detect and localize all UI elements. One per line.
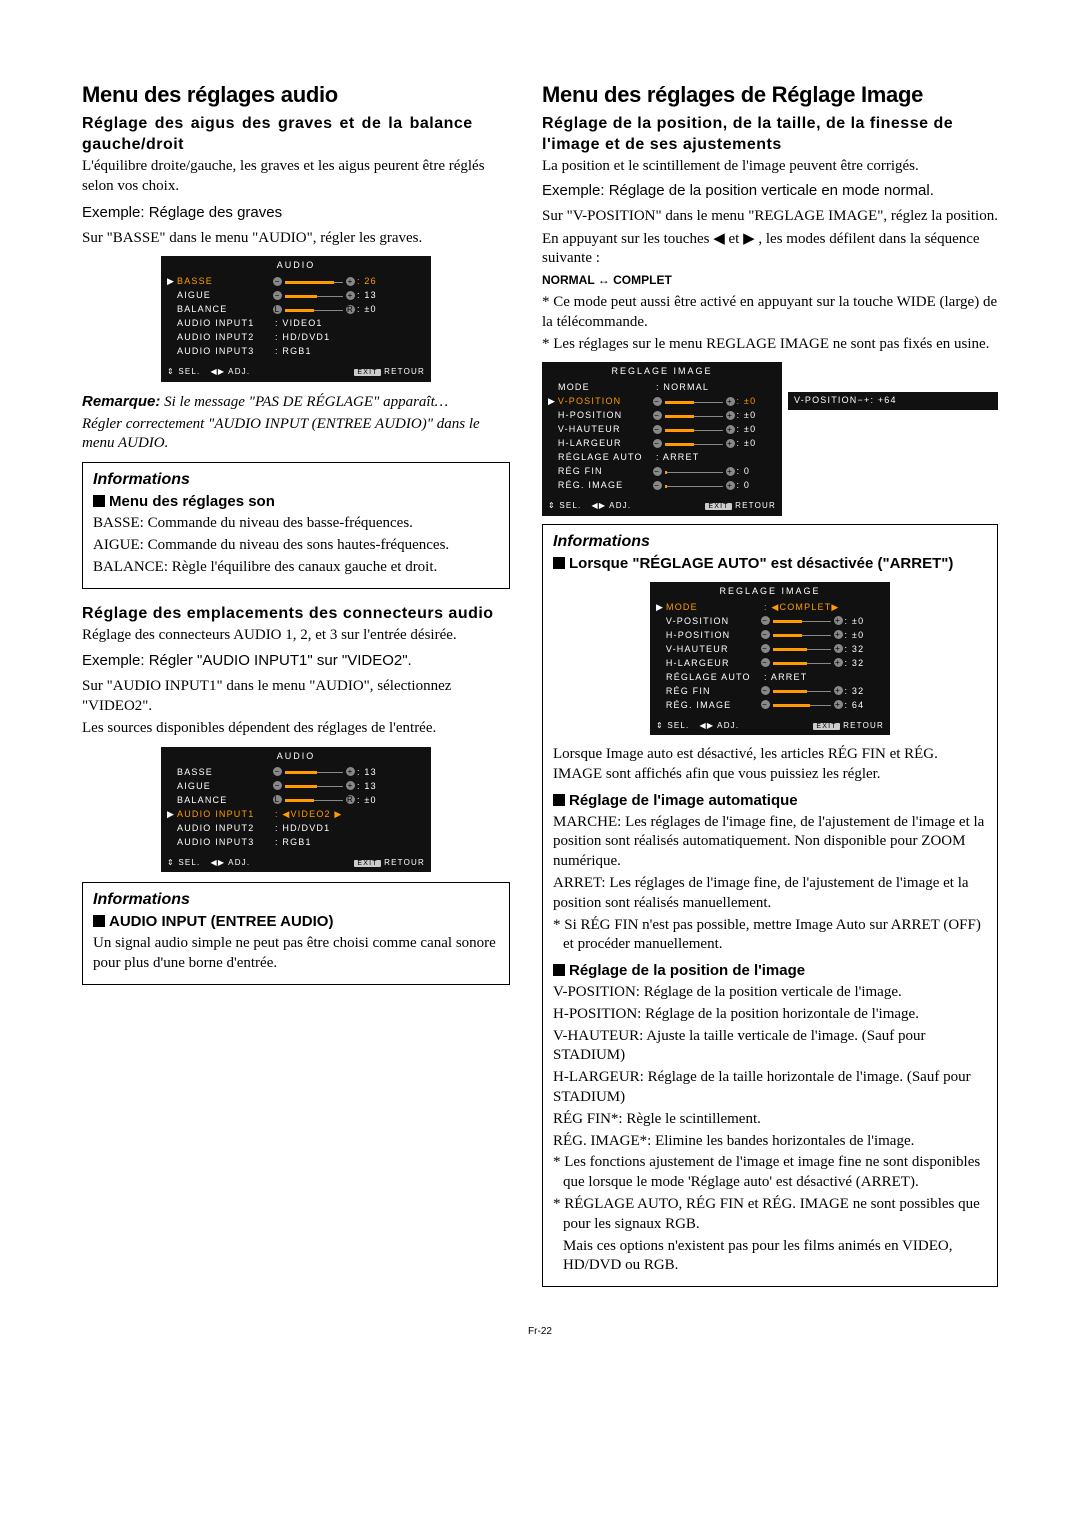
star3: * Si RÉG FIN n'est pas possible, mettre … (553, 916, 987, 956)
left-h2a: Réglage des aigus des graves et de la ba… (82, 113, 510, 155)
info1-p3: BALANCE: Règle l'équilibre des canaux ga… (93, 558, 499, 578)
square-icon (553, 794, 565, 806)
info3-title: Informations (553, 531, 987, 552)
info2-p: Un signal audio simple ne peut pas être … (93, 934, 499, 974)
remark2: Régler correctement "AUDIO INPUT (ENTREE… (82, 415, 510, 455)
star5: * RÉGLAGE AUTO, RÉG FIN et RÉG. IMAGE ne… (553, 1195, 987, 1235)
star5b: Mais ces options n'existent pas pour les… (553, 1237, 987, 1277)
right-p3: En appuyant sur les touches ◀ et ▶ , les… (542, 229, 998, 270)
right-column: Menu des réglages de Réglage Image Régla… (542, 80, 998, 1301)
info-box-2: Informations AUDIO INPUT (ENTREE AUDIO) … (82, 882, 510, 985)
osd-audio-2: AUDIOBASSE−+: 13AIGUE−+: 13BALANCELR: ±0… (161, 747, 431, 872)
p-rf: RÉG FIN*: Règle le scintillement. (553, 1110, 987, 1130)
info1-sub: Menu des réglages son (93, 492, 499, 512)
info3-sub: Lorsque "RÉGLAGE AUTO" est désactivée ("… (553, 554, 987, 574)
sub-pos: Réglage de la position de l'image (553, 961, 987, 981)
left-p2: Sur "BASSE" dans le menu "AUDIO", régler… (82, 229, 510, 249)
info2-sub: AUDIO INPUT (ENTREE AUDIO) (93, 912, 499, 932)
right-p2: Sur "V-POSITION" dans le menu "REGLAGE I… (542, 207, 998, 227)
left-ex2: Exemple: Régler "AUDIO INPUT1" sur "VIDE… (82, 651, 510, 671)
osd-image-1: REGLAGE IMAGEMODE: NORMAL▶V-POSITION−+: … (542, 362, 782, 515)
left-p1: L'équilibre droite/gauche, les graves et… (82, 157, 510, 197)
right-star2: * Les réglages sur le menu REGLAGE IMAGE… (542, 335, 998, 355)
square-icon (93, 915, 105, 927)
info-box-3: Informations Lorsque "RÉGLAGE AUTO" est … (542, 524, 998, 1287)
info1-title: Informations (93, 469, 499, 490)
remark-label: Remarque: (82, 393, 160, 410)
left-column: Menu des réglages audio Réglage des aigu… (82, 80, 510, 1301)
info1-p1: BASSE: Commande du niveau des basse-fréq… (93, 514, 499, 534)
square-icon (553, 557, 565, 569)
p-afterosd: Lorsque Image auto est désactivé, les ar… (553, 745, 987, 785)
right-star1: * Ce mode peut aussi être activé en appu… (542, 293, 998, 333)
remark1-text: Si le message "PAS DE RÉGLAGE" apparaît… (164, 394, 448, 410)
osd-image-2: REGLAGE IMAGE▶MODE: ◀COMPLET▶V-POSITION−… (650, 582, 890, 735)
square-icon (553, 964, 565, 976)
right-ex1: Exemple: Réglage de la position vertical… (542, 181, 998, 201)
sub-auto: Réglage de l'image automatique (553, 791, 987, 811)
osd-image-pair: REGLAGE IMAGEMODE: NORMAL▶V-POSITION−+: … (542, 362, 998, 515)
page-footer: Fr-22 (82, 1325, 998, 1338)
left-p4: Sur "AUDIO INPUT1" dans le menu "AUDIO",… (82, 677, 510, 717)
info1-p2: AIGUE: Commande du niveau des sons haute… (93, 536, 499, 556)
p-ri: RÉG. IMAGE*: Elimine les bandes horizont… (553, 1132, 987, 1152)
right-h1: Menu des réglages de Réglage Image (542, 80, 998, 109)
p-marche: MARCHE: Les réglages de l'image fine, de… (553, 813, 987, 872)
left-ex1: Exemple: Réglage des graves (82, 203, 510, 223)
osd-audio-1: AUDIO▶BASSE−+: 26AIGUE−+: 13BALANCELR: ±… (161, 256, 431, 381)
left-h2b: Réglage des emplacements des connecteurs… (82, 603, 510, 624)
p-vh: V-HAUTEUR: Ajuste la taille verticale de… (553, 1027, 987, 1067)
square-icon (93, 495, 105, 507)
p-hpos: H-POSITION: Réglage de la position horiz… (553, 1005, 987, 1025)
left-h1: Menu des réglages audio (82, 80, 510, 109)
right-p1: La position et le scintillement de l'ima… (542, 157, 998, 177)
modeline: NORMAL ↔ COMPLET (542, 273, 998, 289)
right-arrow-icon: ▶ (743, 230, 755, 247)
left-remark: Remarque: Si le message "PAS DE RÉGLAGE"… (82, 392, 510, 413)
info-box-1: Informations Menu des réglages son BASSE… (82, 462, 510, 588)
star4: * Les fonctions ajustement de l'image et… (553, 1153, 987, 1193)
left-p3: Réglage des connecteurs AUDIO 1, 2, et 3… (82, 626, 510, 646)
left-arrow-icon: ◀ (713, 230, 725, 247)
osd-image-mini: V-POSITION−+: +64 (788, 392, 998, 410)
right-h2a: Réglage de la position, de la taille, de… (542, 113, 998, 155)
p-hl: H-LARGEUR: Réglage de la taille horizont… (553, 1068, 987, 1108)
p-arret: ARRET: Les réglages de l'image fine, de … (553, 874, 987, 914)
left-p5: Les sources disponibles dépendent des ré… (82, 719, 510, 739)
info2-title: Informations (93, 889, 499, 910)
p-vpos: V-POSITION: Réglage de la position verti… (553, 983, 987, 1003)
